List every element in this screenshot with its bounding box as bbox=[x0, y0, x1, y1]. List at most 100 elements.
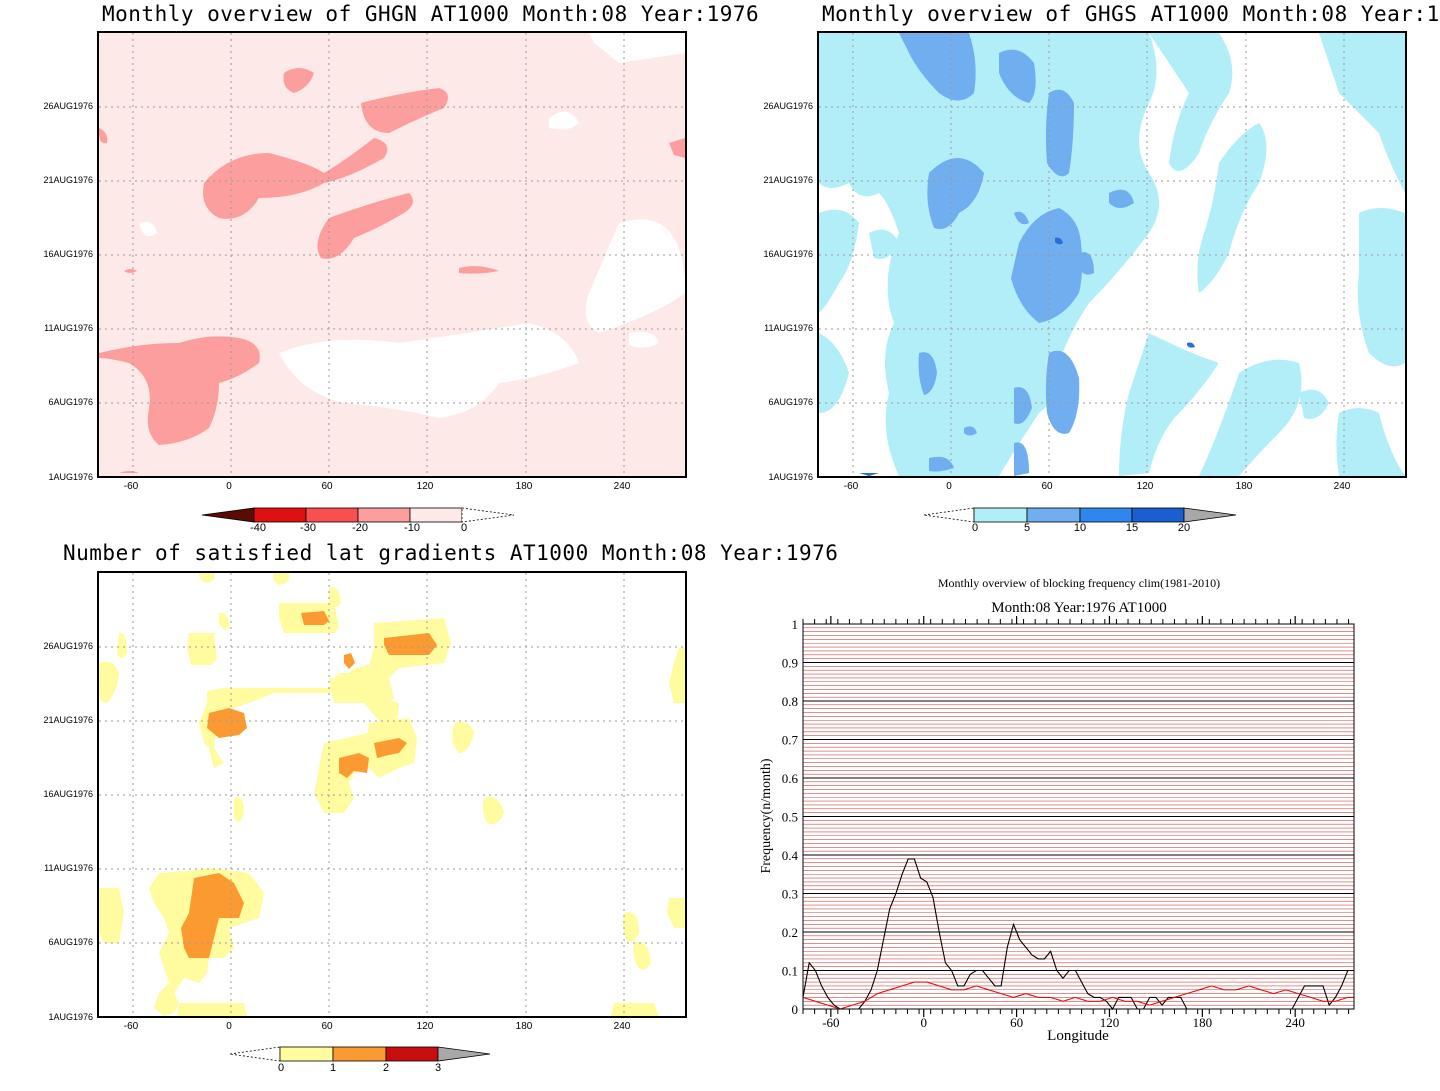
ghgn-x-tick-label: 120 bbox=[416, 481, 434, 492]
ghgs-region bbox=[819, 33, 1159, 476]
chart-title: Monthly overview of blocking frequency c… bbox=[938, 576, 1220, 590]
ghgs-y-tick-label: 16AUG1976 bbox=[763, 249, 813, 259]
ghgn-y-tick-label: 21AUG1976 bbox=[43, 175, 93, 185]
y-tick-label: 0.6 bbox=[782, 771, 799, 786]
ghgn-anomaly-blob bbox=[361, 88, 448, 133]
lat-y-tick-label: 11AUG1976 bbox=[44, 863, 93, 873]
lat-plot bbox=[97, 571, 687, 1018]
lat-region bbox=[611, 1003, 659, 1016]
ghgs-region bbox=[819, 333, 849, 413]
y-tick-label: 0.2 bbox=[782, 925, 798, 940]
y-tick-label: 0.5 bbox=[782, 810, 798, 825]
ghgs-anomaly-blob bbox=[1011, 208, 1083, 323]
ghgs-region bbox=[1299, 389, 1329, 419]
lat-colorbar-label: 2 bbox=[382, 1062, 390, 1074]
ghgn-x-tick-label: 60 bbox=[321, 481, 333, 492]
x-tick-label: 0 bbox=[920, 1015, 927, 1030]
ghgs-colorbar-label: 15 bbox=[1125, 522, 1139, 534]
lat-gradient-blob bbox=[301, 611, 329, 625]
chart-y-axis-label: Frequency(n/month) bbox=[759, 758, 774, 873]
ghgn-x-tick-label: 0 bbox=[226, 481, 232, 492]
x-tick-label: 60 bbox=[1010, 1015, 1023, 1030]
ghgs-anomaly-blob bbox=[929, 456, 954, 472]
lat-colorbar bbox=[229, 1046, 491, 1062]
lat-x-tick-label: 0 bbox=[226, 1021, 232, 1032]
y-tick-label: 0.4 bbox=[782, 848, 799, 863]
lat-y-tick-label: 16AUG1976 bbox=[43, 789, 93, 799]
ghgn-anomaly-blob bbox=[99, 128, 108, 144]
ghgs-anomaly-blob bbox=[1079, 252, 1094, 275]
ghgn-anomaly-blob bbox=[119, 471, 139, 473]
lat-x-tick-label: 120 bbox=[416, 1021, 434, 1032]
lat-map bbox=[99, 573, 685, 1016]
ghgs-x-tick-label: 180 bbox=[1235, 481, 1253, 492]
ghgs-anomaly-blob bbox=[1045, 89, 1074, 177]
ghgs-x-tick-label: 120 bbox=[1136, 481, 1154, 492]
lat-region bbox=[623, 912, 639, 942]
lat-gradient-blob bbox=[207, 708, 247, 738]
ghgn-title: Monthly overview of GHGN AT1000 Month:08… bbox=[102, 2, 760, 26]
x-tick-label: 240 bbox=[1285, 1015, 1305, 1030]
lat-gradient-blob bbox=[374, 738, 407, 758]
chart-plot-frame bbox=[802, 623, 1355, 1010]
lat-region bbox=[452, 721, 474, 753]
ghgn-y-tick-label: 26AUG1976 bbox=[43, 101, 93, 111]
ghgn-anomaly-blob bbox=[99, 336, 260, 445]
lat-region bbox=[99, 661, 119, 703]
lat-y-tick-label: 6AUG1976 bbox=[48, 937, 93, 947]
lat-x-tick-label: 60 bbox=[321, 1021, 333, 1032]
ghgs-colorbar-label: 20 bbox=[1177, 522, 1191, 534]
x-tick-label: 180 bbox=[1193, 1015, 1213, 1030]
ghgs-anomaly-blob bbox=[927, 158, 984, 229]
lat-x-tick-label: 180 bbox=[515, 1021, 533, 1032]
x-tick-label: -60 bbox=[822, 1015, 839, 1030]
ghgn-gridlines bbox=[99, 33, 685, 476]
ghgn-anomaly-blob bbox=[283, 68, 314, 93]
lat-region bbox=[99, 888, 124, 943]
series-line-2 bbox=[802, 981, 1354, 1010]
ghgs-colorbar-label: 10 bbox=[1073, 522, 1087, 534]
series-line-1 bbox=[802, 858, 1354, 1010]
lat-region bbox=[273, 573, 290, 585]
ghgs-colorbar-label: 0 bbox=[971, 522, 979, 534]
ghgs-y-tick-label: 26AUG1976 bbox=[763, 101, 813, 111]
ghgn-white-region bbox=[279, 323, 579, 418]
lat-gradient-blob bbox=[339, 753, 369, 778]
ghgn-colorbar-label: 0 bbox=[460, 522, 468, 534]
ghgs-region bbox=[869, 229, 899, 259]
ghgs-strong-blob bbox=[1055, 237, 1063, 245]
ghgs-x-tick-label: 240 bbox=[1333, 481, 1351, 492]
ghgs-anomaly-blob bbox=[1014, 442, 1029, 476]
lat-gradient-blob bbox=[181, 873, 244, 958]
ghgn-colorbar bbox=[201, 507, 515, 523]
ghgn-x-tick-label: 180 bbox=[515, 481, 533, 492]
lat-y-tick-label: 1AUG1976 bbox=[48, 1012, 93, 1022]
y-tick-label: 0.1 bbox=[782, 964, 798, 979]
ghgs-y-tick-label: 21AUG1976 bbox=[763, 175, 813, 185]
ghgs-y-tick-label: 6AUG1976 bbox=[768, 397, 813, 407]
ghgn-anomaly-blob bbox=[459, 266, 499, 274]
ghgs-region bbox=[819, 209, 859, 313]
ghgn-map bbox=[99, 33, 685, 476]
ghgs-gridlines bbox=[819, 33, 1405, 476]
ghgs-x-tick-label: 0 bbox=[946, 481, 952, 492]
ghgs-region bbox=[1119, 333, 1219, 476]
chart-tick-marks bbox=[802, 616, 1350, 1017]
ghgs-region bbox=[1149, 33, 1233, 171]
lat-colorbar-label: 1 bbox=[329, 1062, 337, 1074]
ghgs-anomaly-blob bbox=[1014, 387, 1032, 424]
y-tick-label: 0.8 bbox=[782, 694, 798, 709]
ghgn-anomaly-blob bbox=[669, 138, 685, 158]
ghgn-x-tick-label: -60 bbox=[123, 481, 139, 492]
ghgn-plot bbox=[97, 31, 687, 478]
ghgs-region bbox=[1199, 359, 1302, 476]
ghgn-white-region bbox=[589, 33, 685, 63]
lat-region bbox=[483, 797, 504, 825]
lat-colorbar-label: 3 bbox=[434, 1062, 442, 1074]
ghgs-y-tick-label: 1AUG1976 bbox=[768, 472, 813, 482]
lat-region bbox=[117, 632, 127, 658]
lat-region bbox=[329, 587, 341, 607]
ghgs-anomaly-blob bbox=[1109, 189, 1134, 208]
chart-x-tick-labels: -60 0 60 120 180 240 bbox=[822, 1015, 1305, 1030]
ghgn-y-tick-label: 6AUG1976 bbox=[48, 397, 93, 407]
